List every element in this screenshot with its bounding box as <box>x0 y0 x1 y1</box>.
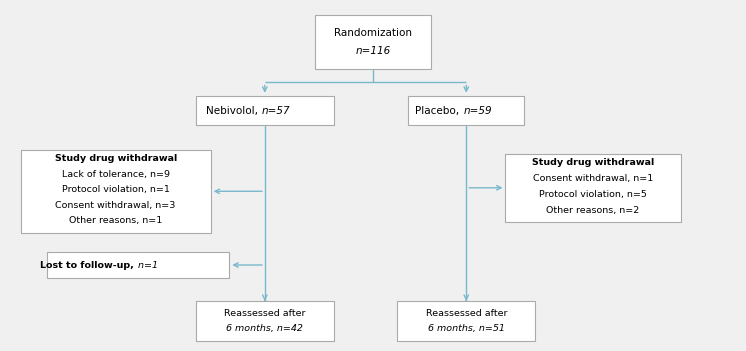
Text: Other reasons, n=2: Other reasons, n=2 <box>546 206 640 214</box>
Text: Lack of tolerance, n=9: Lack of tolerance, n=9 <box>62 170 169 179</box>
Text: Randomization: Randomization <box>334 28 412 38</box>
FancyBboxPatch shape <box>195 95 333 125</box>
Text: n=1: n=1 <box>135 260 158 270</box>
Text: Consent withdrawal, n=1: Consent withdrawal, n=1 <box>533 174 653 183</box>
Text: Nebivolol,: Nebivolol, <box>206 106 261 115</box>
Text: n=116: n=116 <box>355 46 391 56</box>
FancyBboxPatch shape <box>315 15 431 69</box>
Text: n=59: n=59 <box>463 106 492 115</box>
Text: Lost to follow-up,: Lost to follow-up, <box>40 260 134 270</box>
Text: Reassessed after: Reassessed after <box>224 309 306 318</box>
Text: Protocol violation, n=1: Protocol violation, n=1 <box>62 185 169 194</box>
Text: Other reasons, n=1: Other reasons, n=1 <box>69 216 163 225</box>
FancyBboxPatch shape <box>409 95 524 125</box>
Text: 6 months, n=51: 6 months, n=51 <box>427 324 505 333</box>
Text: Protocol violation, n=5: Protocol violation, n=5 <box>539 190 647 199</box>
Text: Study drug withdrawal: Study drug withdrawal <box>532 158 654 167</box>
Text: Consent withdrawal, n=3: Consent withdrawal, n=3 <box>55 201 176 210</box>
FancyBboxPatch shape <box>46 252 230 278</box>
FancyBboxPatch shape <box>506 154 681 222</box>
Text: Study drug withdrawal: Study drug withdrawal <box>54 154 177 163</box>
FancyBboxPatch shape <box>195 301 333 341</box>
Text: n=57: n=57 <box>262 106 290 115</box>
FancyBboxPatch shape <box>397 301 536 341</box>
Text: 6 months, n=42: 6 months, n=42 <box>226 324 304 333</box>
Text: Reassessed after: Reassessed after <box>425 309 507 318</box>
Text: Placebo,: Placebo, <box>415 106 463 115</box>
FancyBboxPatch shape <box>20 150 210 232</box>
